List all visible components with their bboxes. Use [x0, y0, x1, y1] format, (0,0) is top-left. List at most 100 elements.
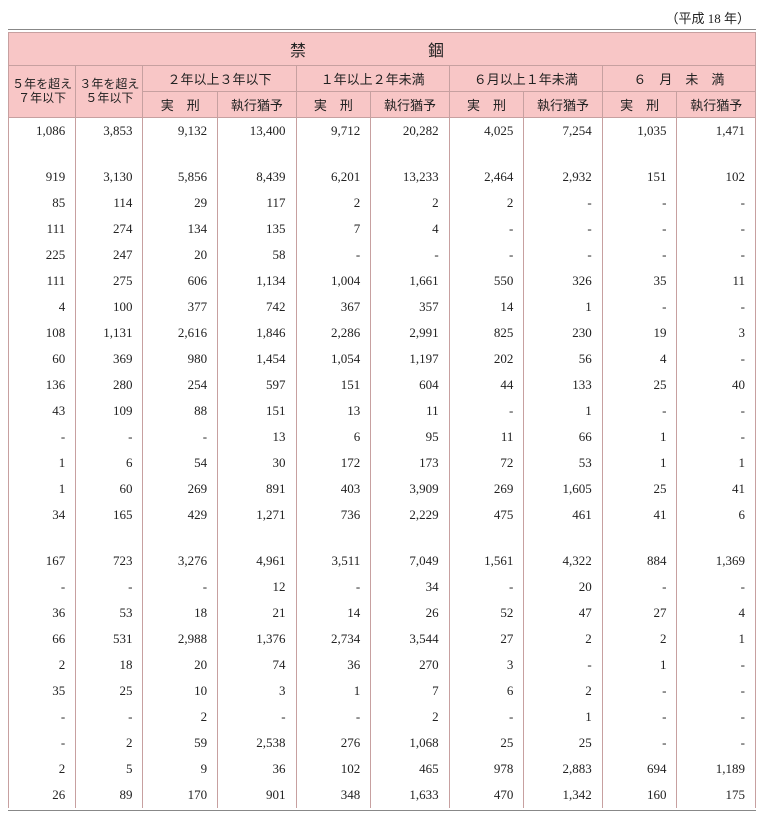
data-cell: 403 — [296, 476, 371, 502]
data-cell: 1,369 — [677, 548, 756, 574]
data-cell: 7,254 — [524, 118, 602, 145]
data-cell: 202 — [449, 346, 524, 372]
data-cell: 29 — [143, 190, 218, 216]
data-cell: 470 — [449, 782, 524, 808]
data-cell: 980 — [143, 346, 218, 372]
table-body: 1,0863,8539,13213,4009,71220,2824,0257,2… — [9, 118, 756, 809]
data-cell: 1,134 — [218, 268, 296, 294]
data-cell: 27 — [602, 600, 677, 626]
data-cell: 2,883 — [524, 756, 602, 782]
data-cell: 56 — [524, 346, 602, 372]
data-cell: - — [449, 242, 524, 268]
table-row: 26891709013481,6334701,342160175 — [9, 782, 756, 808]
data-cell: - — [371, 242, 449, 268]
data-cell: - — [296, 574, 371, 600]
col-3to5: ３年を超え５年以下 — [76, 66, 143, 118]
data-cell: 88 — [143, 398, 218, 424]
table-row — [9, 144, 756, 164]
data-cell: 4,961 — [218, 548, 296, 574]
data-cell: 1 — [602, 652, 677, 678]
data-cell: - — [677, 574, 756, 600]
spacer-cell — [677, 144, 756, 164]
data-cell: 2 — [371, 704, 449, 730]
table-row: 9193,1305,8568,4396,20113,2332,4642,9321… — [9, 164, 756, 190]
spacer-cell — [218, 144, 296, 164]
sub-yuyo-2: 執行猶予 — [371, 92, 449, 118]
data-cell: 13,400 — [218, 118, 296, 145]
data-cell: 18 — [143, 600, 218, 626]
data-cell: 1,376 — [218, 626, 296, 652]
data-cell: 1 — [9, 476, 76, 502]
data-cell: 25 — [449, 730, 524, 756]
data-cell: 1,068 — [371, 730, 449, 756]
data-cell: 20 — [524, 574, 602, 600]
data-cell: - — [9, 424, 76, 450]
data-cell: - — [677, 398, 756, 424]
data-cell: 3 — [677, 320, 756, 346]
table-row: 35251031762-- — [9, 678, 756, 704]
data-cell: - — [449, 574, 524, 600]
data-cell: 1,561 — [449, 548, 524, 574]
data-cell: 276 — [296, 730, 371, 756]
spacer-cell — [76, 144, 143, 164]
data-cell: 2,991 — [371, 320, 449, 346]
data-cell: 7,049 — [371, 548, 449, 574]
data-cell: - — [449, 216, 524, 242]
data-cell: - — [677, 216, 756, 242]
spacer-cell — [143, 144, 218, 164]
data-cell: 133 — [524, 372, 602, 398]
data-cell: 1 — [677, 450, 756, 476]
data-cell: 175 — [677, 782, 756, 808]
data-cell: 44 — [449, 372, 524, 398]
data-cell: 2 — [296, 190, 371, 216]
data-cell: 95 — [371, 424, 449, 450]
data-cell: 134 — [143, 216, 218, 242]
data-cell: 2,616 — [143, 320, 218, 346]
data-cell: 11 — [371, 398, 449, 424]
data-cell: 10 — [143, 678, 218, 704]
data-cell: - — [602, 730, 677, 756]
data-cell: 531 — [76, 626, 143, 652]
data-cell: 160 — [602, 782, 677, 808]
data-cell: 2 — [76, 730, 143, 756]
data-cell: 2,229 — [371, 502, 449, 528]
data-cell: 34 — [9, 502, 76, 528]
data-cell: 1 — [677, 626, 756, 652]
table-row: 43109881511311-1-- — [9, 398, 756, 424]
table-row: -2592,5382761,0682525-- — [9, 730, 756, 756]
data-cell: 12 — [218, 574, 296, 600]
data-cell: 736 — [296, 502, 371, 528]
data-cell: 1 — [9, 450, 76, 476]
data-cell: 269 — [143, 476, 218, 502]
data-cell: 1,035 — [602, 118, 677, 145]
spacer-cell — [449, 144, 524, 164]
data-cell: 230 — [524, 320, 602, 346]
data-cell: 30 — [218, 450, 296, 476]
data-cell: 60 — [9, 346, 76, 372]
data-cell: 694 — [602, 756, 677, 782]
data-cell: 36 — [9, 600, 76, 626]
spacer-cell — [371, 144, 449, 164]
data-cell: - — [602, 294, 677, 320]
data-cell: 41 — [677, 476, 756, 502]
data-cell: 151 — [218, 398, 296, 424]
data-cell: 3,511 — [296, 548, 371, 574]
data-cell: 108 — [9, 320, 76, 346]
data-cell: 348 — [296, 782, 371, 808]
data-cell: 100 — [76, 294, 143, 320]
data-cell: 1 — [602, 424, 677, 450]
data-cell: - — [143, 424, 218, 450]
data-cell: - — [218, 704, 296, 730]
data-cell: 326 — [524, 268, 602, 294]
table-row: 165430172173725311 — [9, 450, 756, 476]
data-cell: - — [602, 216, 677, 242]
data-cell: 41 — [602, 502, 677, 528]
data-cell: 102 — [677, 164, 756, 190]
data-cell: - — [524, 216, 602, 242]
data-cell: 269 — [449, 476, 524, 502]
data-cell: 53 — [524, 450, 602, 476]
data-cell: 1,342 — [524, 782, 602, 808]
data-cell: 6 — [449, 678, 524, 704]
data-cell: 742 — [218, 294, 296, 320]
group-2to3: ２年以上３年以下 — [143, 66, 296, 92]
